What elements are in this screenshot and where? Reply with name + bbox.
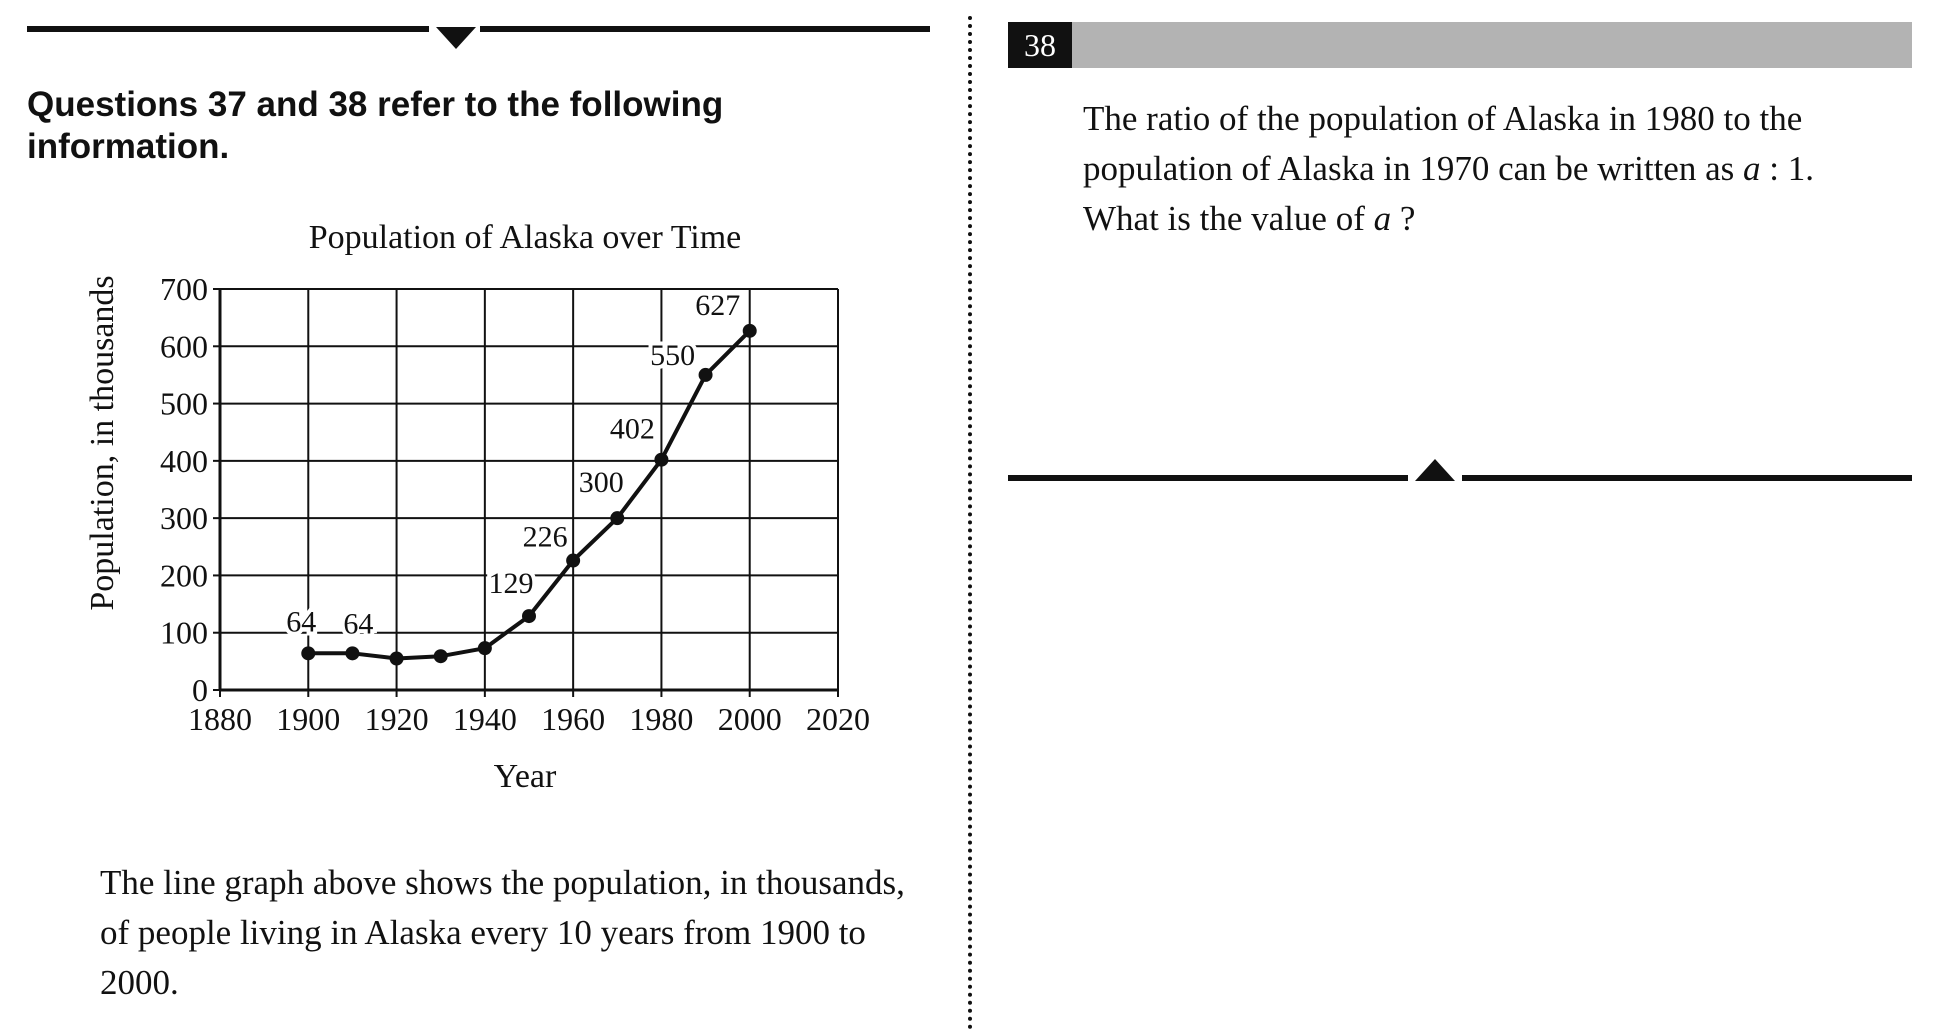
data-point xyxy=(654,452,669,467)
y-axis-label: Population, in thousands xyxy=(84,275,121,610)
data-label: 300 xyxy=(579,466,624,499)
question-text: The ratio of the population of Alaska in… xyxy=(1083,94,1873,244)
x-tick-label: 1920 xyxy=(365,701,429,737)
data-label: 226 xyxy=(523,521,568,554)
question-number: 38 xyxy=(1008,22,1072,68)
data-label: 550 xyxy=(650,339,695,372)
top-rule-left xyxy=(27,26,429,32)
bottom-rule-right xyxy=(1462,475,1912,481)
question-text-part1: The ratio of the population of Alaska in… xyxy=(1083,99,1803,188)
question-header-bar: 38 xyxy=(1008,22,1912,68)
population-line-chart: Population of Alaska over Time Populatio… xyxy=(84,219,870,795)
chart-title: Population of Alaska over Time xyxy=(309,219,742,256)
data-point xyxy=(522,609,536,624)
top-rule-right xyxy=(480,26,930,32)
data-point xyxy=(698,367,713,382)
x-tick-label: 2000 xyxy=(718,701,782,737)
data-point xyxy=(566,553,581,568)
chart-series xyxy=(301,323,757,666)
question-text-part2: : 1. What is the value of xyxy=(1083,149,1814,238)
chart-tick-labels: 1880 1900 1920 1940 1960 1980 2000 2020 0 100 200 3… xyxy=(160,271,870,737)
up-triangle-marker xyxy=(1415,459,1455,481)
data-point xyxy=(389,651,404,666)
data-point xyxy=(301,646,316,661)
variable-a: a xyxy=(1743,149,1761,188)
questions-intro: Questions 37 and 38 refer to the followi… xyxy=(27,85,724,166)
data-label: 402 xyxy=(610,413,655,446)
column-divider xyxy=(968,16,972,1030)
x-tick-label: 1900 xyxy=(276,701,340,737)
data-point xyxy=(345,646,360,661)
data-label: 64 xyxy=(286,605,316,638)
data-label: 627 xyxy=(695,289,740,322)
down-triangle-marker xyxy=(436,27,476,49)
data-label: 129 xyxy=(489,567,534,600)
variable-a-2: a xyxy=(1373,199,1392,238)
y-tick-label: 0 xyxy=(192,672,208,708)
chart-axes xyxy=(213,288,839,697)
y-tick-label: 500 xyxy=(160,386,208,422)
x-tick-label: 1960 xyxy=(541,701,605,737)
y-tick-label: 700 xyxy=(160,271,208,307)
data-point xyxy=(433,649,448,664)
bottom-rule-left xyxy=(1008,475,1408,481)
y-tick-label: 200 xyxy=(160,557,208,593)
data-point xyxy=(742,323,757,338)
y-tick-label: 100 xyxy=(160,615,208,651)
question-text-part3: ? xyxy=(1391,199,1416,238)
data-point xyxy=(610,511,625,526)
x-axis-label: Year xyxy=(494,758,557,795)
y-tick-label: 400 xyxy=(160,443,208,479)
chart-description: The line graph above shows the populatio… xyxy=(100,863,905,1002)
x-tick-label: 1980 xyxy=(629,701,693,737)
x-tick-label: 1880 xyxy=(188,701,252,737)
data-label: 64 xyxy=(343,607,373,640)
y-tick-label: 600 xyxy=(160,328,208,364)
y-tick-label: 300 xyxy=(160,500,208,536)
data-point xyxy=(477,641,492,656)
x-tick-label: 2020 xyxy=(806,701,870,737)
x-tick-label: 1940 xyxy=(453,701,517,737)
